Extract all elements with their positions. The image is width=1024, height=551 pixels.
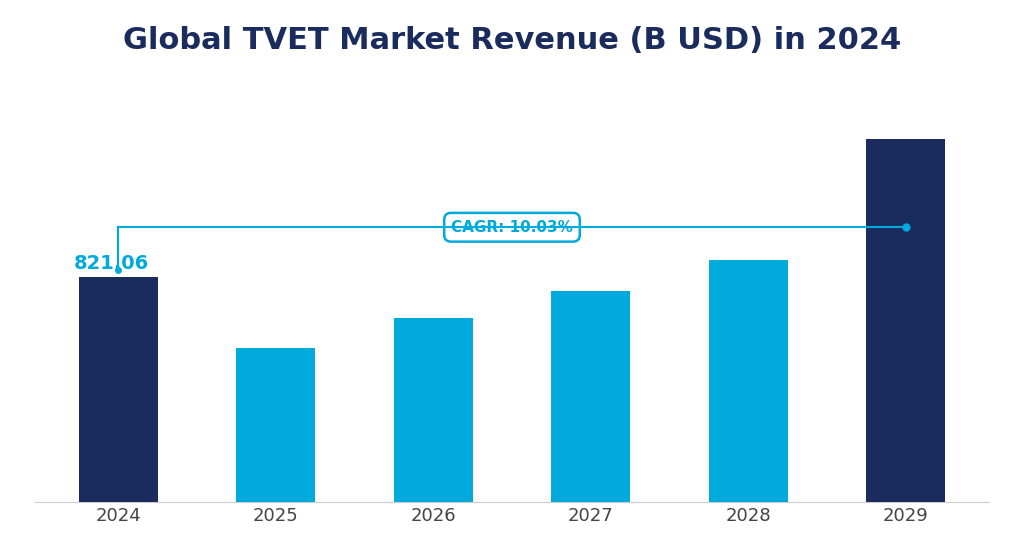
Text: CAGR: 10.03%: CAGR: 10.03% — [451, 220, 573, 235]
Bar — [866, 139, 945, 502]
Bar — [79, 277, 158, 502]
Title: Global TVET Market Revenue (B USD) in 2024: Global TVET Market Revenue (B USD) in 20… — [123, 26, 901, 55]
Bar — [237, 348, 315, 502]
Bar — [394, 318, 473, 502]
Bar — [709, 260, 787, 502]
Bar — [551, 291, 630, 502]
Text: 821.06: 821.06 — [74, 253, 150, 273]
